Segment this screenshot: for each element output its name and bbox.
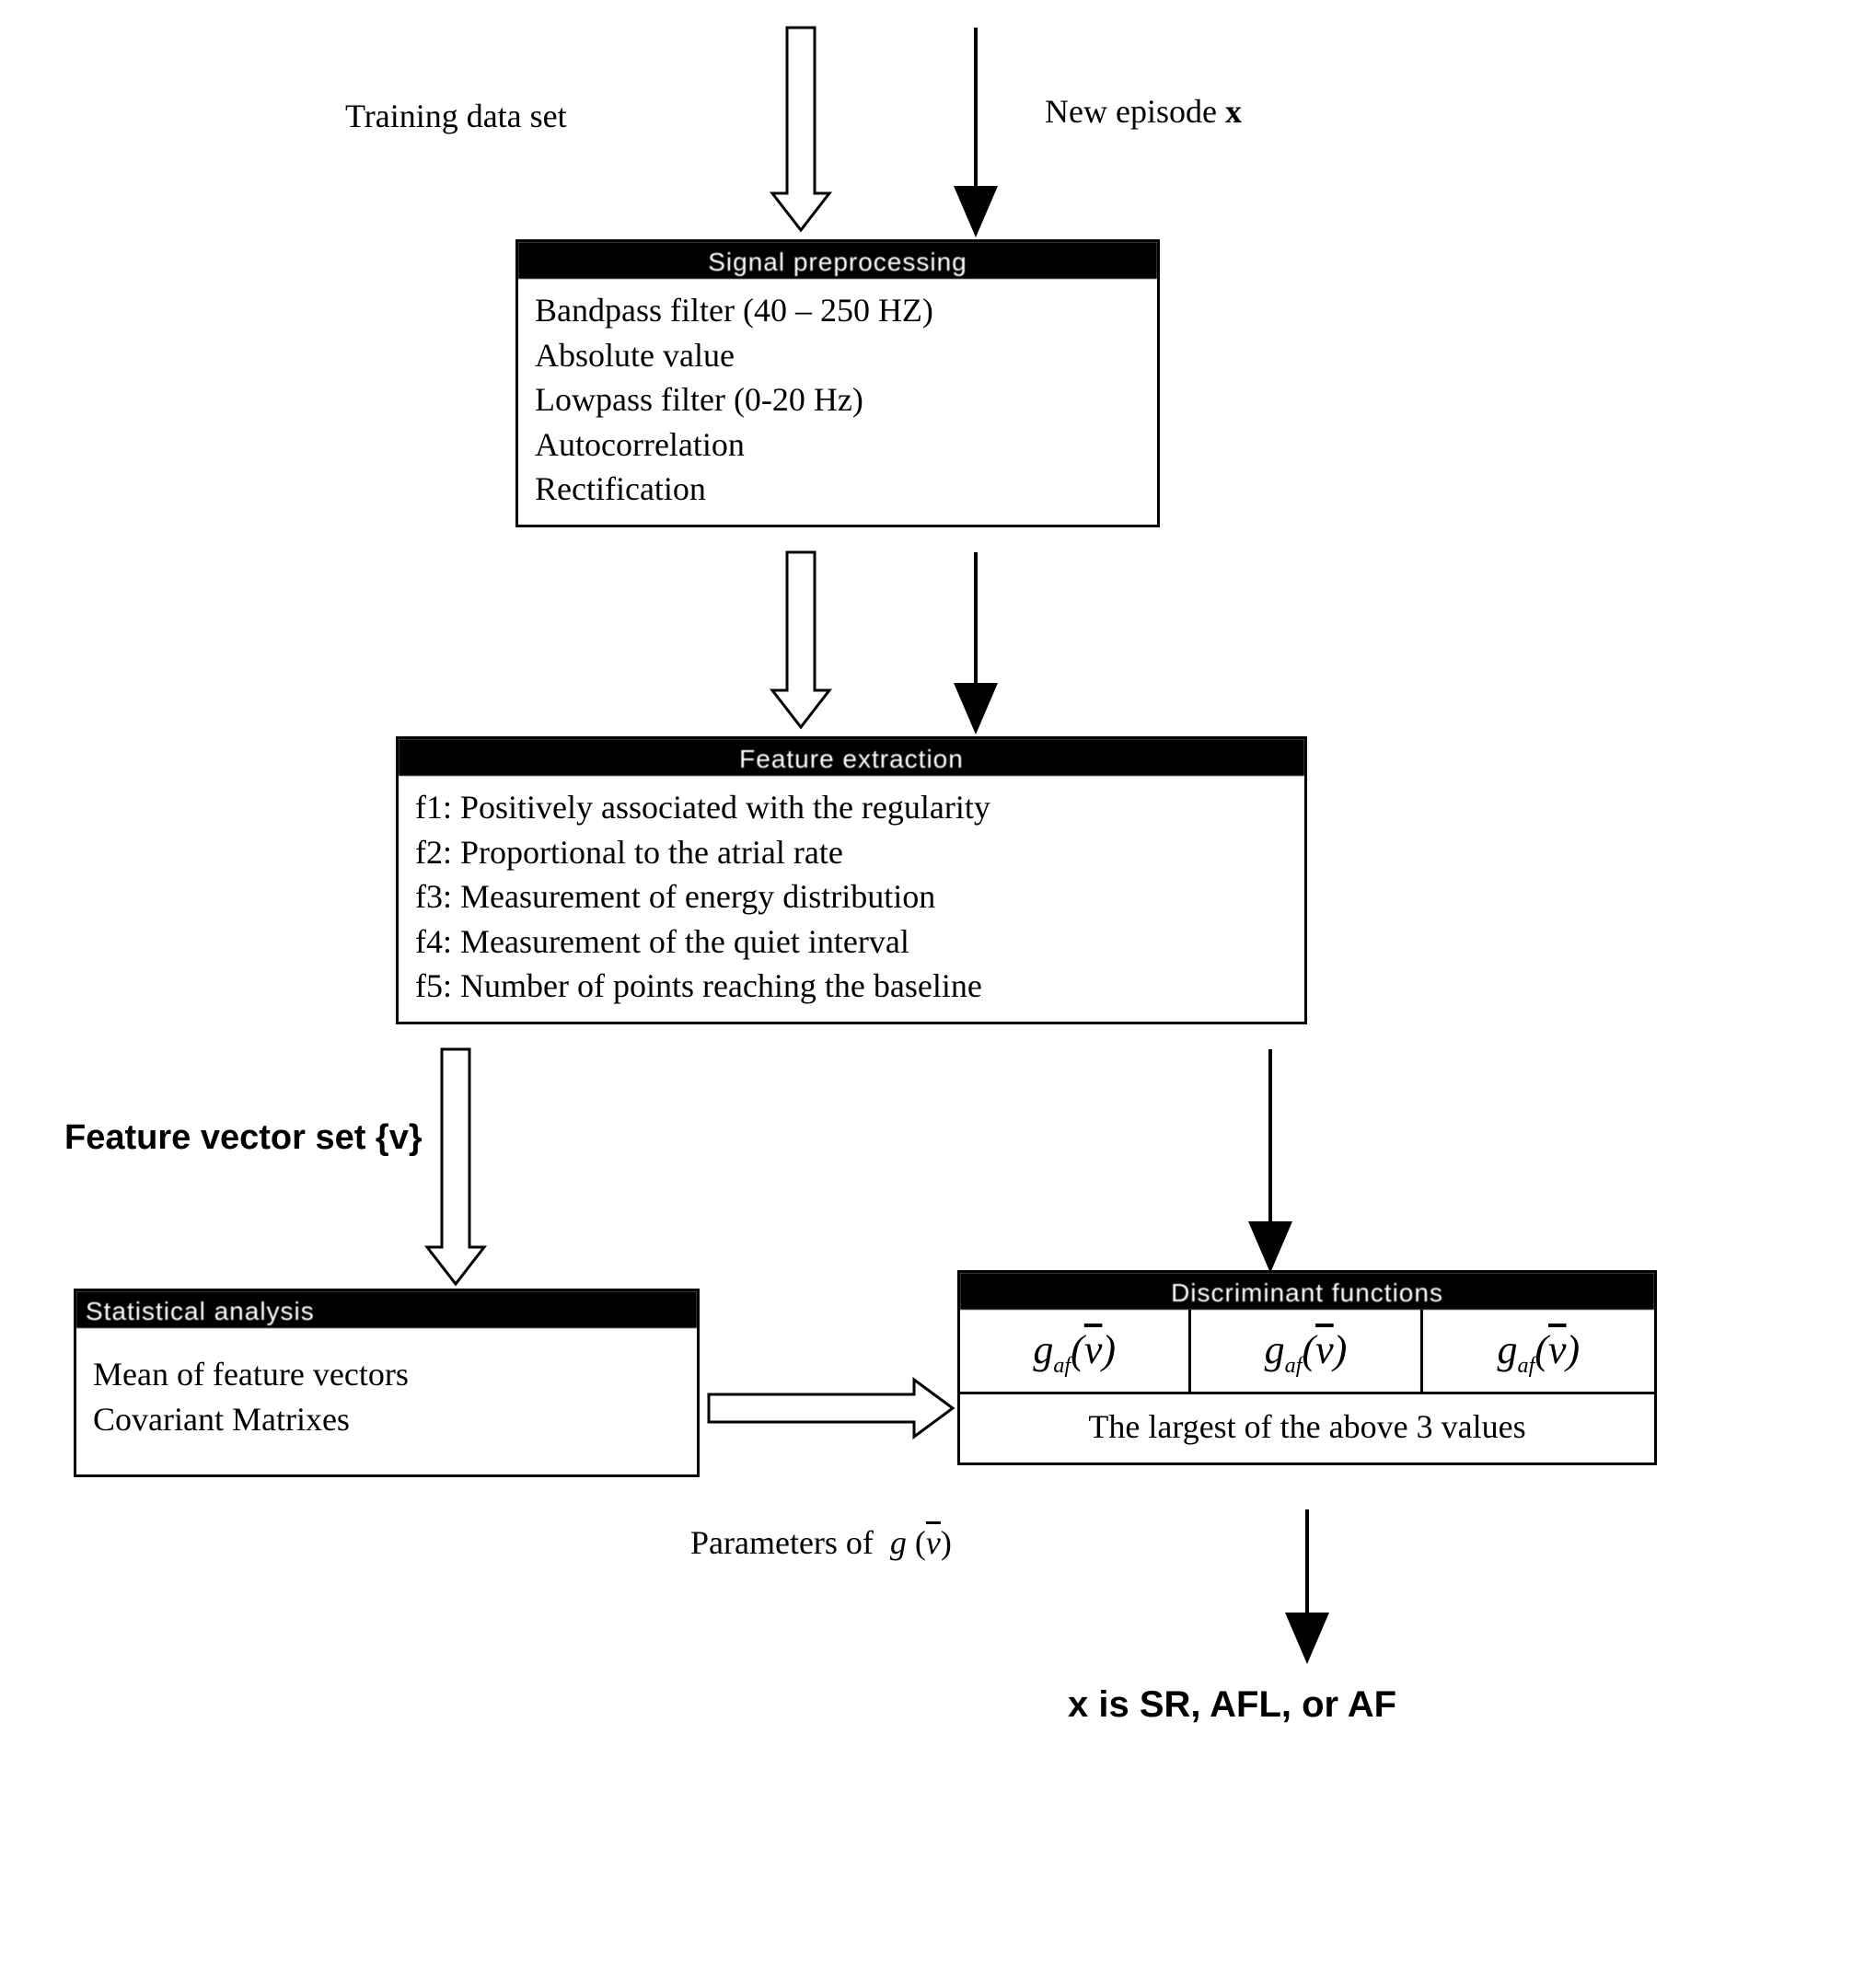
discrim-header: Discriminant functions <box>960 1273 1654 1310</box>
discrim-cell: gaf(v) <box>960 1310 1191 1394</box>
features-line: f4: Measurement of the quiet interval <box>415 919 1288 965</box>
preprocess-line: Autocorrelation <box>535 422 1141 468</box>
analysis-header: Statistical analysis <box>76 1291 697 1328</box>
features-box: Feature extraction f1: Positively associ… <box>396 736 1307 1024</box>
analysis-box: Statistical analysis Mean of feature vec… <box>74 1289 700 1477</box>
preprocess-line: Absolute value <box>535 333 1141 378</box>
discrim-box: Discriminant functions gaf(v) gaf(v) gaf… <box>957 1270 1657 1465</box>
features-header: Feature extraction <box>399 739 1304 776</box>
feature-vector-set-label: Feature vector set {v} <box>64 1118 423 1158</box>
parameters-label: Parameters of g (v) Parameters of g (v̄) <box>690 1523 952 1562</box>
result-label: x is SR, AFL, or AF <box>1068 1684 1396 1726</box>
features-line: f3: Measurement of energy distribution <box>415 874 1288 919</box>
preprocess-body: Bandpass filter (40 – 250 HZ) Absolute v… <box>518 279 1157 525</box>
discrim-cell: gaf(v) <box>1191 1310 1422 1394</box>
training-label: Training data set <box>345 97 567 135</box>
discrim-grid: gaf(v) gaf(v) gaf(v) <box>960 1310 1654 1394</box>
features-line: f2: Proportional to the atrial rate <box>415 830 1288 875</box>
new-episode-label: New episode x New episode x <box>1045 92 1242 131</box>
preprocess-box: Signal preprocessing Bandpass filter (40… <box>515 239 1160 527</box>
analysis-body: Mean of feature vectors Covariant Matrix… <box>76 1328 697 1474</box>
preprocess-header: Signal preprocessing <box>518 242 1157 279</box>
features-body: f1: Positively associated with the regul… <box>399 776 1304 1022</box>
preprocess-line: Rectification <box>535 467 1141 512</box>
analysis-line: Mean of feature vectors <box>93 1352 680 1397</box>
discrim-bottom: The largest of the above 3 values <box>960 1394 1654 1463</box>
preprocess-line: Bandpass filter (40 – 250 HZ) <box>535 288 1141 333</box>
discrim-cell: gaf(v) <box>1423 1310 1654 1394</box>
features-line: f1: Positively associated with the regul… <box>415 785 1288 830</box>
features-line: f5: Number of points reaching the baseli… <box>415 964 1288 1009</box>
analysis-line: Covariant Matrixes <box>93 1397 680 1442</box>
preprocess-line: Lowpass filter (0-20 Hz) <box>535 377 1141 422</box>
